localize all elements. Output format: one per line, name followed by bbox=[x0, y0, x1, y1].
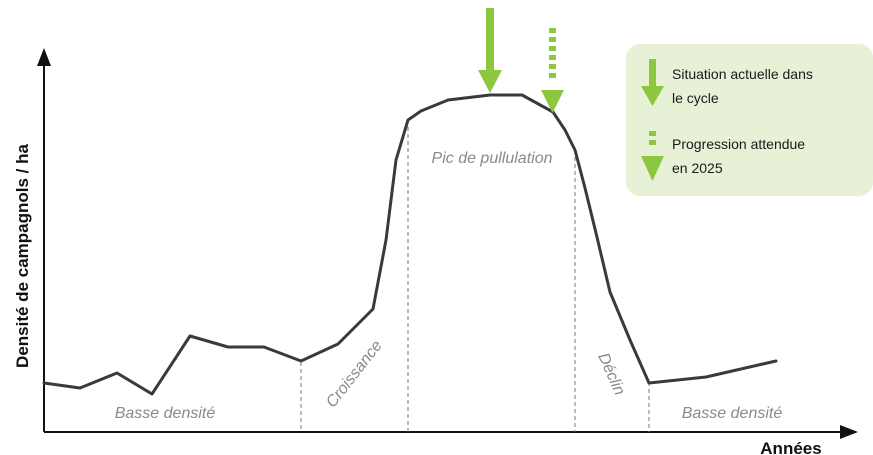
legend-current-line1: Situation actuelle dans bbox=[672, 66, 813, 82]
legend-current-line2: le cycle bbox=[672, 90, 719, 106]
y-axis-arrow-icon bbox=[37, 48, 51, 66]
phase-label-low-density-left: Basse densité bbox=[115, 405, 216, 422]
phase-label-peak: Pic de pullulation bbox=[432, 150, 553, 167]
phase-label-low-density-right: Basse densité bbox=[682, 405, 783, 422]
phase-label-decline: Déclin bbox=[594, 350, 628, 398]
x-axis-arrow-icon bbox=[840, 425, 858, 439]
expected-progression-arrow bbox=[541, 28, 564, 113]
population-curve bbox=[42, 93, 778, 396]
legend-expected-line2: en 2025 bbox=[672, 160, 723, 176]
legend-solid-arrow-icon bbox=[641, 59, 664, 106]
current-situation-arrow bbox=[478, 8, 502, 93]
phase-label-growth: Croissance bbox=[323, 337, 386, 411]
x-axis-title: Années bbox=[760, 439, 821, 455]
legend-expected-line1: Progression attendue bbox=[672, 136, 805, 152]
legend-dotted-arrow-icon bbox=[641, 131, 664, 181]
legend-box bbox=[626, 44, 873, 196]
y-axis-title: Densité de campagnols / ha bbox=[13, 144, 32, 368]
